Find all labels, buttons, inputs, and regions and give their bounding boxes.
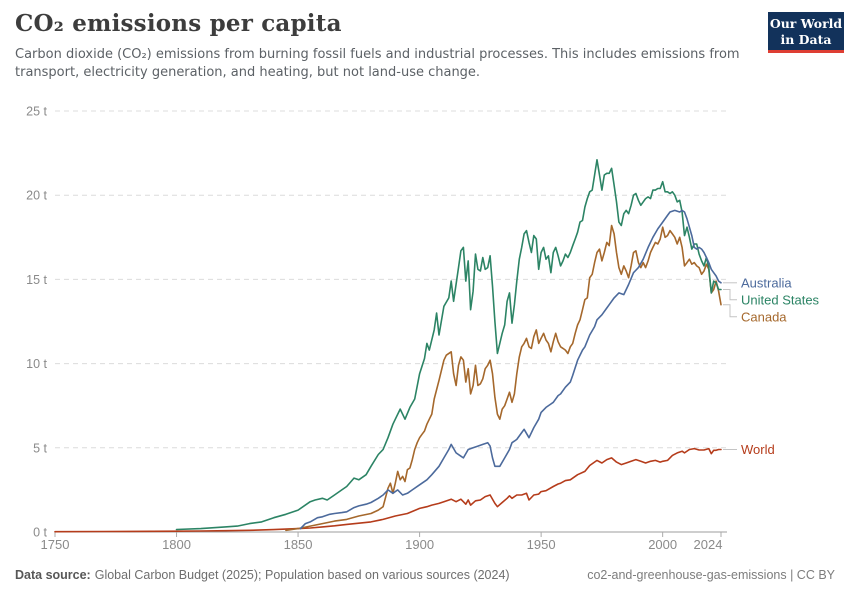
x-tick-label: 1850 (284, 537, 313, 552)
series-legend: Australia United States Canada World (723, 275, 820, 457)
owid-logo-line2: in Data (780, 31, 832, 47)
legend-connector (723, 304, 737, 318)
license-note[interactable]: co2-and-greenhouse-gas-emissions | CC BY (587, 568, 835, 582)
series-line-world[interactable] (54, 447, 722, 533)
y-gridlines: 0 t 5 t 10 t 15 t 20 t 25 t (26, 105, 727, 540)
y-tick-label: 10 t (26, 357, 47, 371)
data-source-text: Global Carbon Budget (2025); Population … (94, 568, 510, 582)
y-tick-label: 5 t (33, 441, 47, 455)
series-line-united-states[interactable] (175, 159, 722, 531)
x-tick-label: 1950 (527, 537, 556, 552)
legend-connector (723, 289, 737, 301)
x-axis: 1750 1800 1850 1900 1950 2000 2024 (41, 532, 723, 552)
series-lines (54, 159, 722, 533)
owid-logo[interactable]: Our World in Data (768, 12, 844, 53)
chart-header: CO₂ emissions per capita Carbon dioxide … (15, 10, 835, 81)
series-label-world[interactable]: World (741, 442, 775, 457)
series-label-united-states[interactable]: United States (741, 292, 820, 307)
y-tick-label: 25 t (26, 105, 47, 119)
x-tick-label: 1800 (162, 537, 191, 552)
owid-logo-line1: Our World (769, 16, 843, 31)
chart-subtitle: Carbon dioxide (CO₂) emissions from burn… (15, 47, 740, 80)
y-tick-label: 15 t (26, 273, 47, 287)
series-line-canada[interactable] (285, 224, 722, 532)
series-label-canada[interactable]: Canada (741, 309, 787, 324)
x-tick-label: 2024 (694, 537, 723, 552)
data-source-note: Data source: Global Carbon Budget (2025);… (15, 568, 510, 582)
chart-footer: Data source: Global Carbon Budget (2025);… (15, 568, 835, 582)
series-label-australia[interactable]: Australia (741, 275, 792, 290)
series-line-australia[interactable] (299, 209, 722, 530)
x-tick-label: 1900 (405, 537, 434, 552)
x-tick-label: 1750 (41, 537, 70, 552)
y-tick-label: 20 t (26, 189, 47, 203)
y-tick-label: 0 t (33, 526, 47, 540)
data-source-label: Data source: (15, 568, 91, 582)
x-tick-label: 2000 (648, 537, 677, 552)
page-title: CO₂ emissions per capita (15, 10, 342, 37)
